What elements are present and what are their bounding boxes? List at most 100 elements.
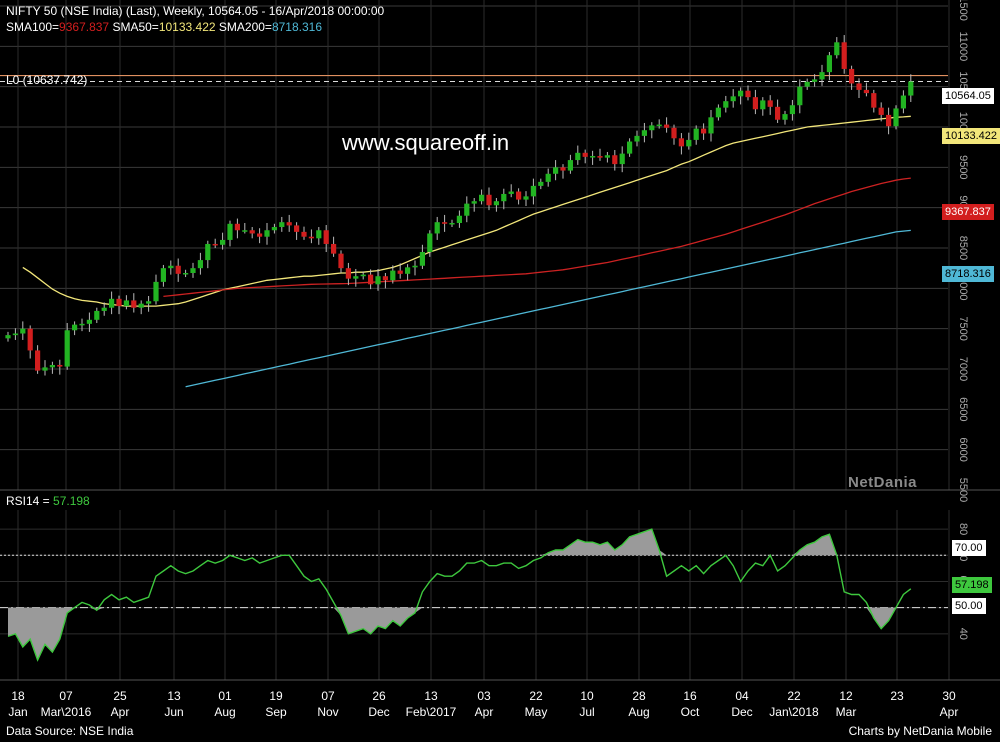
candle-body: [345, 268, 351, 279]
candle-body: [871, 93, 877, 108]
x-tick-month: Dec: [368, 705, 389, 719]
candle-body: [479, 194, 485, 202]
candle-body: [234, 223, 240, 231]
candle-body: [279, 222, 285, 228]
candle-body: [782, 114, 788, 120]
candle-body: [331, 243, 337, 254]
candle-body: [723, 101, 729, 108]
watermark-site: www.squareoff.in: [342, 130, 510, 155]
rsi-grid: [0, 510, 1000, 681]
candle-body: [560, 167, 566, 171]
candle-body: [183, 273, 189, 275]
candle-body: [656, 124, 662, 127]
x-tick-month: Mar: [836, 705, 857, 719]
candle-body: [693, 128, 699, 140]
x-tick-month: Aug: [628, 705, 649, 719]
sma50-value: 10133.422: [158, 20, 216, 34]
candle-body: [516, 191, 522, 200]
x-tick-month: Jun: [164, 705, 183, 719]
sma50-label: SMA50=: [112, 20, 159, 34]
x-tick-day: 22: [529, 689, 543, 703]
candle-body: [116, 298, 122, 307]
price-tick-label: 8500: [957, 236, 969, 260]
candle-body: [738, 90, 744, 97]
candle-body: [449, 222, 455, 225]
candle-body: [649, 125, 655, 131]
price-tick-label: 6500: [957, 397, 969, 421]
candle-body: [375, 276, 381, 285]
x-tick-day: 22: [787, 689, 801, 703]
candle-body: [146, 301, 152, 304]
x-tick-month: Jul: [579, 705, 594, 719]
candle-body: [841, 42, 847, 69]
rsi-overbought-area: [8, 529, 911, 556]
candle-body: [730, 96, 736, 102]
rsi-tick-label: 80: [957, 523, 969, 535]
candle-body: [701, 128, 707, 134]
rsi-value: 57.198: [53, 494, 90, 508]
candle-body: [353, 276, 359, 279]
x-tick-month: Apr: [475, 705, 494, 719]
candle-body: [160, 268, 166, 282]
candle-body: [101, 307, 107, 311]
candle-body: [190, 268, 196, 274]
candle-body: [708, 117, 714, 134]
x-tick-day: 10: [580, 689, 594, 703]
candle-body: [530, 185, 536, 197]
price-tick-label: 9500: [957, 155, 969, 179]
price-tick-label: 8000: [957, 276, 969, 300]
candle-body: [368, 274, 374, 285]
x-tick-month: May: [525, 705, 548, 719]
candle-body: [294, 225, 300, 232]
candle-body: [856, 83, 862, 90]
candle-body: [834, 42, 840, 56]
x-tick-month: Apr: [111, 705, 130, 719]
x-tick-day: 16: [683, 689, 697, 703]
candle-body: [456, 215, 462, 223]
x-tick-month: Dec: [731, 705, 752, 719]
candle-body: [878, 107, 884, 115]
candle-body: [301, 231, 307, 237]
candle-body: [109, 298, 115, 308]
candle-body: [64, 330, 70, 367]
candle-body: [493, 201, 499, 206]
x-tick-month: Nov: [317, 705, 338, 719]
candle-body: [72, 324, 78, 331]
candle-body: [249, 230, 255, 234]
x-tick-day: 26: [372, 689, 386, 703]
x-tick-day: 30: [942, 689, 956, 703]
x-tick-month: Sep: [265, 705, 287, 719]
candle-body: [138, 303, 144, 308]
candle-body: [405, 267, 411, 274]
x-tick-day: 13: [424, 689, 438, 703]
candle-body: [12, 333, 18, 336]
x-tick-day: 07: [321, 689, 335, 703]
price-tick-label: 11500: [957, 0, 969, 21]
candle-body: [678, 138, 684, 147]
candle-body: [619, 153, 625, 165]
candle-body: [123, 300, 129, 307]
candle-body: [627, 141, 633, 154]
candle-body: [360, 274, 366, 277]
candle-body: [812, 79, 818, 82]
candle-body: [308, 236, 314, 239]
candle-body: [752, 97, 758, 110]
candle-body: [94, 310, 100, 320]
candle-body: [893, 108, 899, 127]
candle-body: [523, 196, 529, 200]
candle-body: [612, 155, 618, 165]
sma-legend: SMA100=9367.837 SMA50=10133.422 SMA200=8…: [6, 20, 322, 34]
axes: 5500600065007000750080008500900095001000…: [8, 0, 969, 719]
candle-body: [264, 230, 270, 237]
sma50-tag: 10133.422: [942, 128, 1000, 144]
candle-body: [286, 222, 292, 226]
rsi-shading: [8, 529, 911, 660]
candle-body: [819, 72, 825, 80]
credit: Charts by NetDania Mobile: [848, 724, 992, 738]
candle-body: [397, 270, 403, 274]
sma100-tag: 9367.837: [942, 204, 994, 220]
candle-body: [797, 86, 803, 106]
sma200-value: 8718.316: [271, 20, 322, 34]
candle-body: [826, 55, 832, 73]
candle-body: [153, 281, 159, 302]
